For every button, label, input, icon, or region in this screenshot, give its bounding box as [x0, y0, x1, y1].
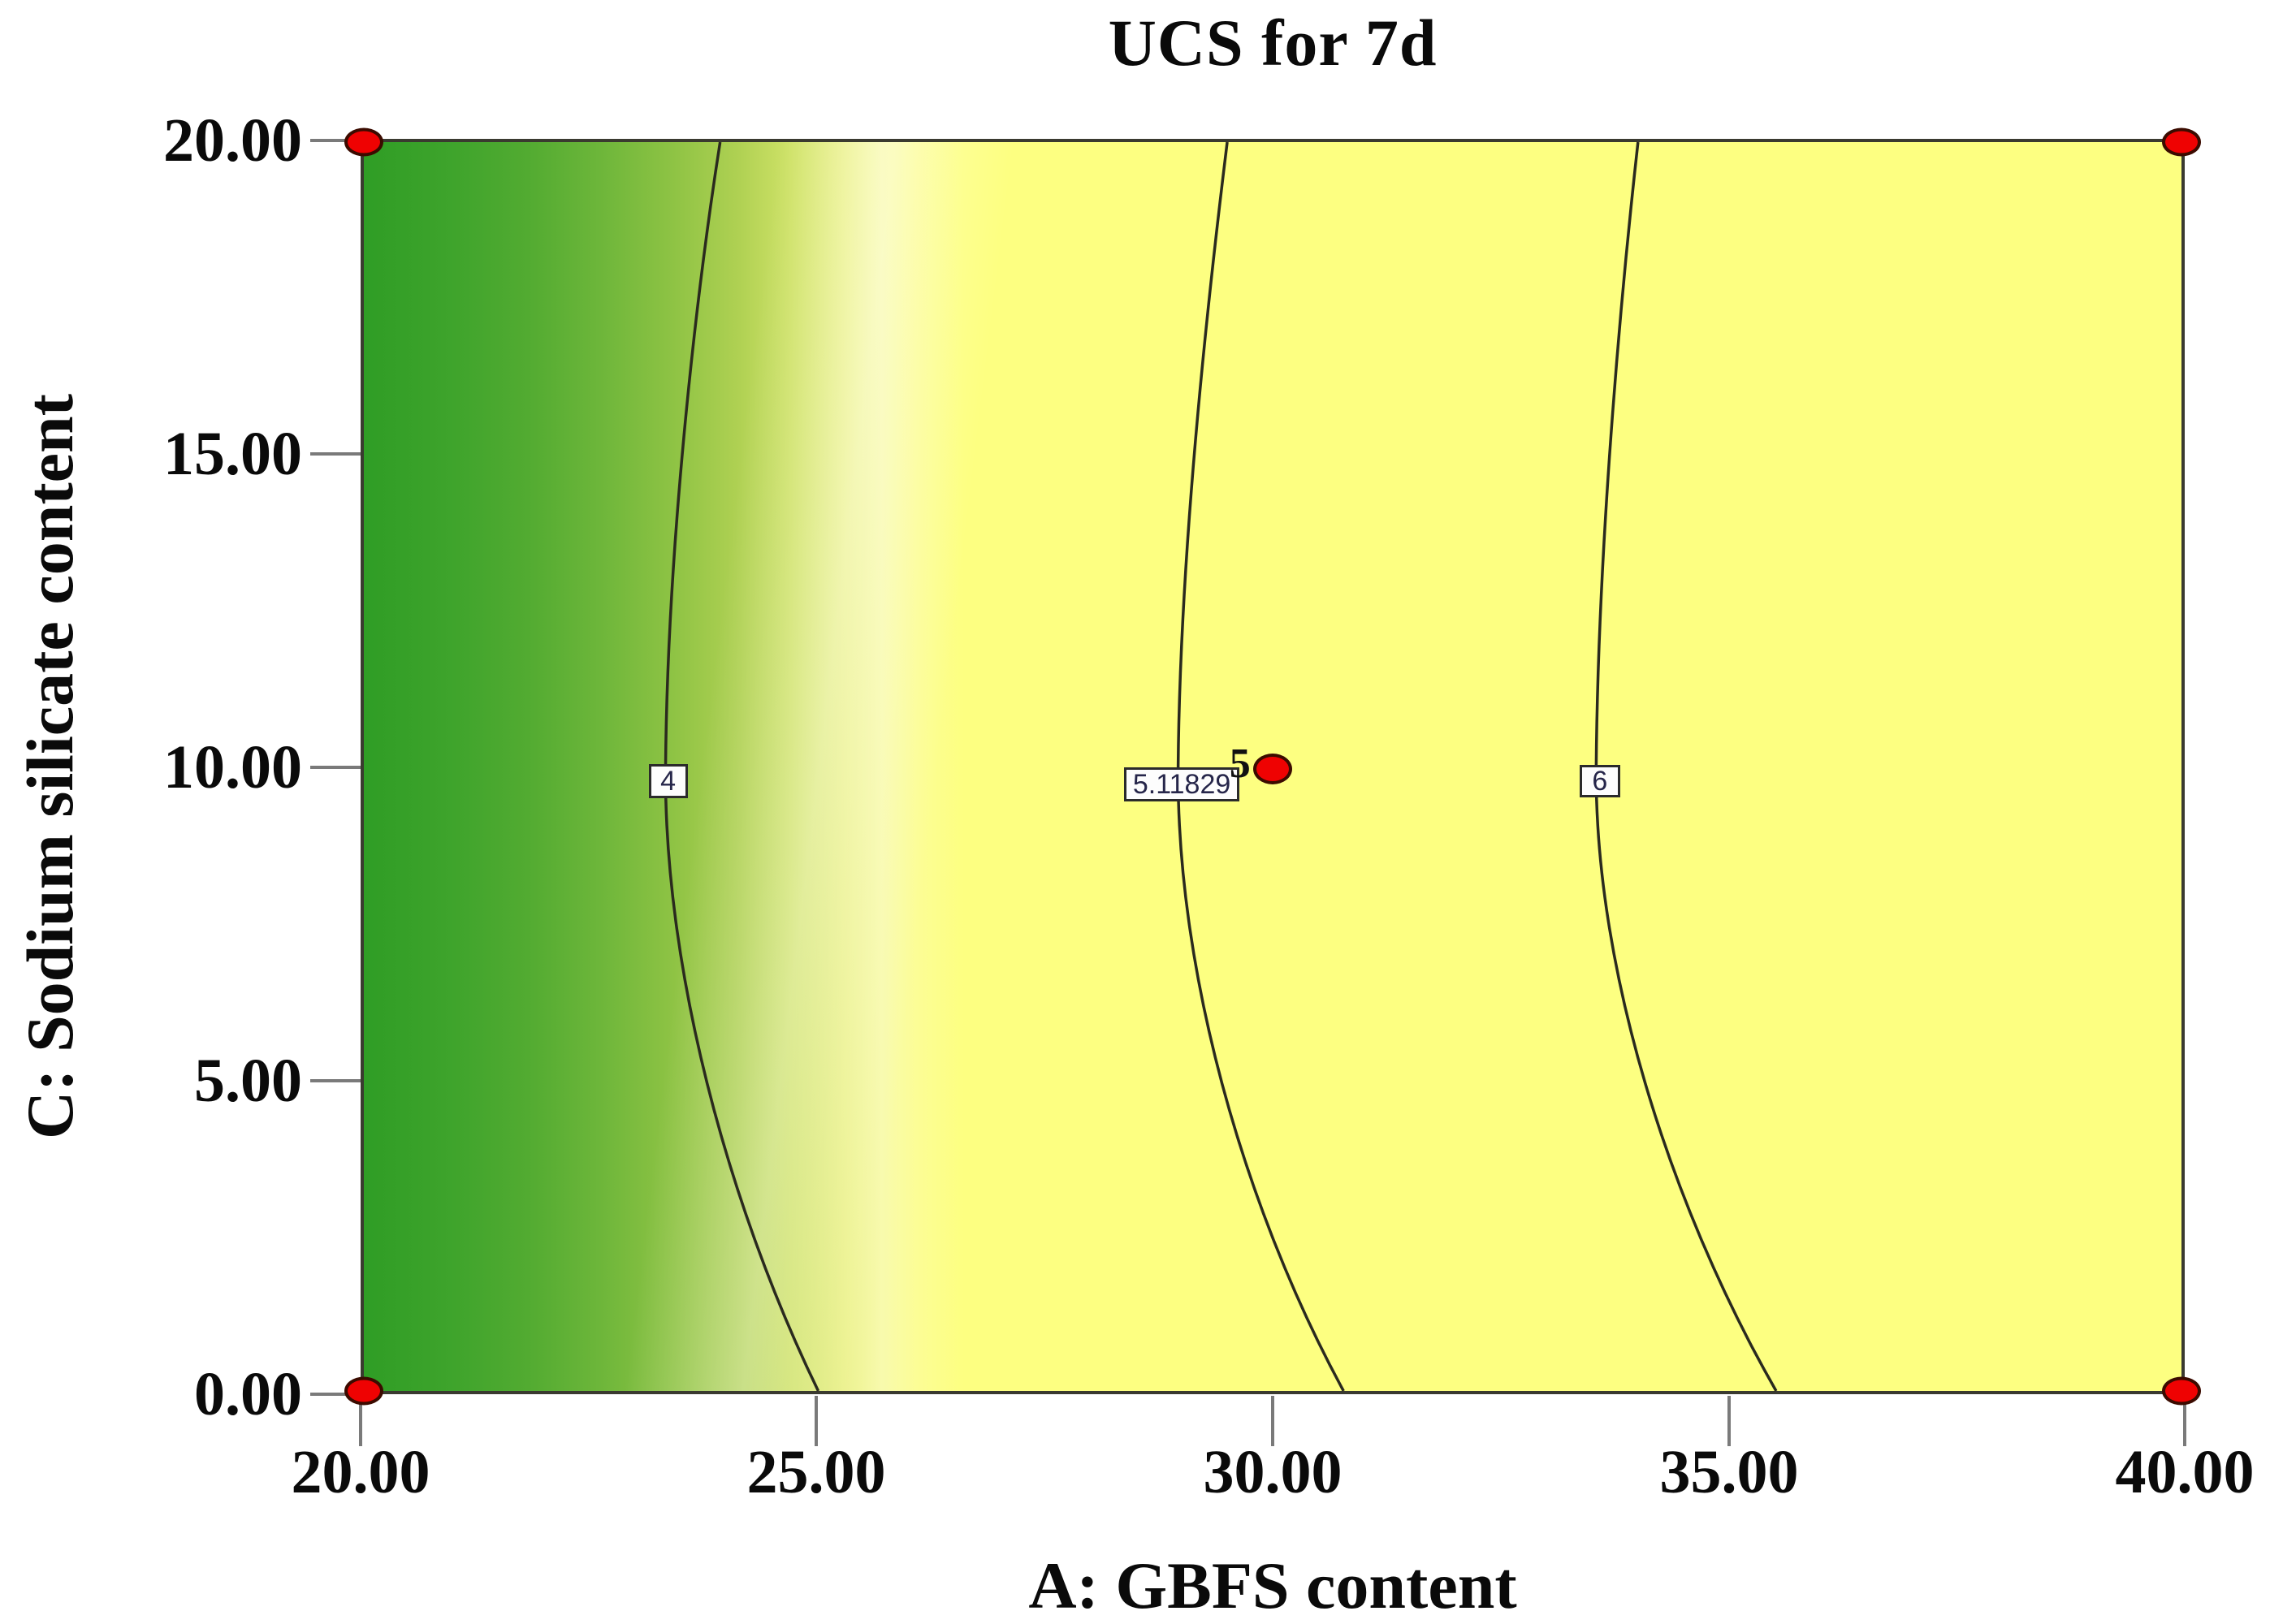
y-tick-line [310, 452, 361, 456]
contour-label-6: 6 [1579, 765, 1620, 798]
y-tick-line [310, 1393, 361, 1396]
design-point-top-left [344, 127, 383, 157]
y-tick-label: 10.00 [163, 733, 302, 801]
x-tick-label: 20.00 [291, 1438, 430, 1506]
contour-line-5.11829 [1178, 142, 1344, 1391]
y-tick-label: 15.00 [163, 420, 302, 488]
contour-label-5.11829: 5.11829 [1124, 767, 1240, 801]
y-tick-line [310, 766, 361, 769]
x-tick-label: 30.00 [1203, 1438, 1343, 1506]
design-point-replicate-count: 5 [1229, 740, 1251, 787]
y-tick-label: 0.00 [194, 1360, 302, 1428]
x-tick-label: 25.00 [746, 1438, 886, 1506]
y-tick-line [310, 1079, 361, 1082]
x-axis-title: A: GBFS content [1028, 1548, 1517, 1622]
y-tick-line [310, 139, 361, 142]
x-tick-line [2183, 1396, 2186, 1446]
design-point-bottom-left [344, 1376, 383, 1406]
x-tick-line [815, 1396, 818, 1446]
x-tick-label: 35.00 [1659, 1438, 1799, 1506]
x-tick-label: 40.00 [2115, 1438, 2255, 1506]
y-tick-label: 20.00 [163, 106, 302, 175]
contour-label-4: 4 [648, 764, 688, 799]
design-point-top-right [2162, 127, 2201, 157]
contour-line-6 [1596, 142, 1776, 1391]
chart-title: UCS for 7d [1108, 6, 1438, 80]
x-tick-line [1271, 1396, 1274, 1446]
x-tick-line [1727, 1396, 1731, 1446]
x-tick-line [359, 1396, 362, 1446]
plot-area: 4 5.11829 6 5 [344, 127, 2201, 1406]
y-tick-label: 5.00 [194, 1047, 302, 1115]
contour-line-4 [665, 142, 818, 1391]
design-point-center [1253, 754, 1292, 785]
design-point-bottom-right [2162, 1376, 2201, 1406]
